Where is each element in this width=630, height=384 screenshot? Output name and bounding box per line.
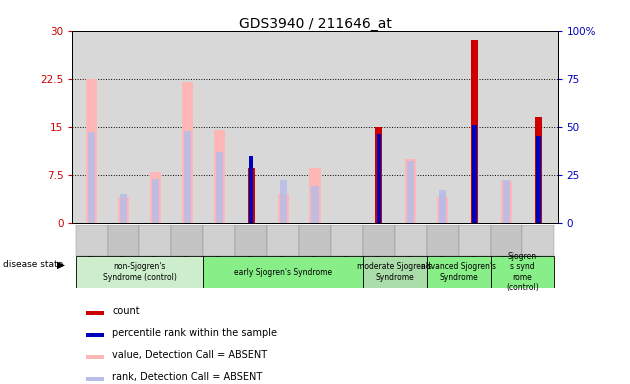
Bar	[214, 130, 225, 223]
Text: Sjogren
s synd
rome
(control): Sjogren s synd rome (control)	[506, 252, 539, 292]
Bar	[108, 225, 139, 257]
Bar	[171, 225, 203, 257]
Bar	[86, 377, 104, 381]
Bar	[439, 190, 446, 223]
Bar	[501, 181, 512, 223]
Bar	[407, 161, 415, 223]
Bar	[249, 156, 253, 223]
Bar	[277, 194, 289, 223]
Bar	[471, 40, 478, 223]
Bar	[309, 168, 321, 223]
Bar	[150, 172, 161, 223]
Bar	[331, 225, 363, 257]
Text: GDS3940 / 211646_at: GDS3940 / 211646_at	[239, 17, 391, 31]
Text: early Sjogren's Syndrome: early Sjogren's Syndrome	[234, 268, 332, 276]
Bar	[215, 152, 223, 223]
Bar	[472, 125, 477, 223]
Bar	[536, 136, 541, 223]
Bar	[86, 355, 104, 359]
Text: percentile rank within the sample: percentile rank within the sample	[112, 328, 277, 338]
Bar	[88, 132, 95, 223]
Bar	[139, 225, 171, 257]
Bar	[86, 79, 97, 223]
Bar	[311, 186, 319, 223]
Bar	[86, 333, 104, 337]
Bar	[203, 257, 363, 288]
Bar	[182, 82, 193, 223]
Bar	[118, 197, 129, 223]
Text: advanced Sjogren's
Syndrome: advanced Sjogren's Syndrome	[421, 262, 496, 282]
Bar	[375, 127, 382, 223]
Bar	[203, 225, 235, 257]
Bar	[299, 225, 331, 257]
Bar	[427, 257, 491, 288]
Bar	[491, 225, 522, 257]
Bar	[152, 179, 159, 223]
Bar	[405, 159, 416, 223]
Bar	[377, 134, 381, 223]
Bar	[76, 257, 203, 288]
Bar	[248, 168, 255, 223]
Bar	[503, 180, 510, 223]
Bar	[522, 225, 554, 257]
Text: non-Sjogren's
Syndrome (control): non-Sjogren's Syndrome (control)	[103, 262, 176, 282]
Bar	[491, 257, 554, 288]
Bar	[86, 311, 104, 314]
Bar	[76, 225, 108, 257]
Text: count: count	[112, 306, 140, 316]
Bar	[427, 225, 459, 257]
Bar	[437, 197, 448, 223]
Bar	[120, 194, 127, 223]
Text: rank, Detection Call = ABSENT: rank, Detection Call = ABSENT	[112, 372, 263, 382]
Bar	[439, 194, 446, 223]
Bar	[395, 225, 427, 257]
Bar	[535, 117, 542, 223]
Bar	[459, 225, 491, 257]
Bar	[363, 257, 427, 288]
Bar	[280, 180, 287, 223]
Bar	[184, 131, 191, 223]
Text: disease state: disease state	[3, 260, 64, 270]
Text: value, Detection Call = ABSENT: value, Detection Call = ABSENT	[112, 350, 268, 360]
Text: moderate Sjogren's
Syndrome: moderate Sjogren's Syndrome	[357, 262, 432, 282]
Text: ▶: ▶	[57, 260, 64, 270]
Bar	[363, 225, 395, 257]
Bar	[235, 225, 267, 257]
Bar	[267, 225, 299, 257]
